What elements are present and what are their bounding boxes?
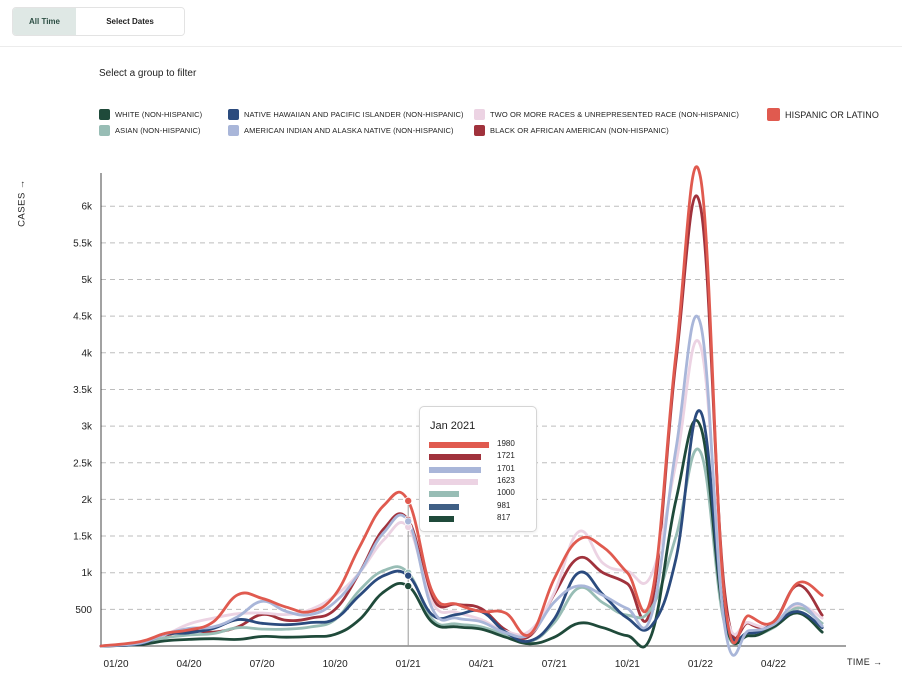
y-tick-label: 6k xyxy=(81,202,93,213)
legend-swatch-two-or-more xyxy=(474,109,485,120)
tooltip-value: 1980 xyxy=(497,439,515,448)
all-time-button[interactable]: All Time xyxy=(13,8,76,35)
y-tick-label: 4k xyxy=(81,348,93,359)
tooltip-bar xyxy=(429,466,481,473)
y-tick-label: 2k xyxy=(81,495,93,506)
series-line-nhpi[interactable] xyxy=(99,409,824,648)
series-line-hispanic[interactable] xyxy=(99,165,824,648)
tooltip-bar xyxy=(429,515,454,522)
hover-point-white xyxy=(404,582,413,591)
y-tick-label: 3.5k xyxy=(73,385,93,396)
y-tick-label: 1k xyxy=(81,568,93,579)
x-tick-label: 04/22 xyxy=(761,659,786,670)
tooltip-value: 1623 xyxy=(497,475,515,485)
x-tick-label: 01/21 xyxy=(396,659,421,670)
filter-label: Select a group to filter xyxy=(99,68,197,79)
x-tick-label: 04/20 xyxy=(177,659,202,670)
legend-item-asian[interactable]: ASIAN (NON-HISPANIC) xyxy=(99,125,201,136)
legend-swatch-hispanic xyxy=(767,108,780,121)
legend-label-white: WHITE (NON-HISPANIC) xyxy=(115,110,203,119)
tooltip-value: 1721 xyxy=(497,451,515,461)
legend-label-asian: ASIAN (NON-HISPANIC) xyxy=(115,126,201,135)
legend-swatch-black xyxy=(474,125,485,136)
x-tick-label: 10/21 xyxy=(615,659,640,670)
tooltip-value: 1000 xyxy=(497,488,515,498)
y-tick-label: 2.5k xyxy=(73,458,93,469)
x-tick-label: 10/20 xyxy=(323,659,348,670)
legend-label-hispanic: HISPANIC OR LATINO xyxy=(785,109,879,120)
legend-label-black: BLACK OR AFRICAN AMERICAN (NON-HISPANIC) xyxy=(490,126,669,135)
y-tick-label: 3k xyxy=(81,422,93,433)
tooltip-bar xyxy=(429,491,459,498)
hover-point-nhpi xyxy=(404,571,413,580)
tooltip-bar xyxy=(429,478,478,485)
tooltip-bar xyxy=(429,442,489,448)
date-range-toggle: All Time Select Dates xyxy=(12,7,185,36)
legend-swatch-white xyxy=(99,109,110,120)
tooltip-value: 981 xyxy=(497,500,511,510)
hover-tooltip: Jan 2021 1980 1721 1701 1623 1000 981 817 xyxy=(419,406,537,532)
top-toolbar: All Time Select Dates xyxy=(0,0,902,47)
legend-item-two-or-more[interactable]: TWO OR MORE RACES & UNREPRESENTED RACE (… xyxy=(474,109,739,120)
hover-point-aian xyxy=(404,517,413,526)
legend-label-aian: AMERICAN INDIAN AND ALASKA NATIVE (NON-H… xyxy=(244,126,454,135)
series-line-asian[interactable] xyxy=(99,447,824,648)
legend-item-black[interactable]: BLACK OR AFRICAN AMERICAN (NON-HISPANIC) xyxy=(474,125,669,136)
legend-swatch-asian xyxy=(99,125,110,136)
series-layer xyxy=(99,165,824,657)
y-tick-label: 500 xyxy=(75,605,92,616)
hover-layer xyxy=(404,496,413,646)
legend-label-nhpi: NATIVE HAWAIIAN AND PACIFIC ISLANDER (NO… xyxy=(244,110,464,119)
y-tick-label: 1.5k xyxy=(73,532,93,543)
legend-item-aian[interactable]: AMERICAN INDIAN AND ALASKA NATIVE (NON-H… xyxy=(228,125,454,136)
tooltip-bar xyxy=(429,503,459,510)
y-tick-label: 4.5k xyxy=(73,312,93,323)
series-line-aian[interactable] xyxy=(99,314,824,657)
legend-swatch-nhpi xyxy=(228,109,239,120)
x-tick-label: 07/21 xyxy=(542,659,567,670)
legend-swatch-aian xyxy=(228,125,239,136)
x-tick-label: 01/22 xyxy=(688,659,713,670)
x-tick-label: 04/21 xyxy=(469,659,494,670)
tooltip-value: 817 xyxy=(497,512,511,522)
tooltip-title: Jan 2021 xyxy=(430,420,476,432)
x-axis-title: TIME → xyxy=(847,657,883,667)
x-tick-label: 07/20 xyxy=(250,659,275,670)
legend-item-white[interactable]: WHITE (NON-HISPANIC) xyxy=(99,109,202,120)
hover-point-hispanic xyxy=(404,496,413,505)
y-tick-label: 5.5k xyxy=(73,238,93,249)
tooltip-value: 1701 xyxy=(497,463,515,473)
y-tick-label: 5k xyxy=(81,275,93,286)
legend-item-hispanic[interactable]: HISPANIC OR LATINO xyxy=(767,108,879,121)
legend-item-nhpi[interactable]: NATIVE HAWAIIAN AND PACIFIC ISLANDER (NO… xyxy=(228,109,464,120)
axis-layer: 500 1k 1.5k 2k 2.5k 3k 3.5k 4k 4.5k 5k 5.5k 6k 01/20… xyxy=(73,173,846,670)
tooltip-bar xyxy=(429,454,481,461)
x-tick-label: 01/20 xyxy=(103,659,128,670)
select-dates-button[interactable]: Select Dates xyxy=(76,8,184,35)
legend-label-two-or-more: TWO OR MORE RACES & UNREPRESENTED RACE (… xyxy=(490,110,739,119)
